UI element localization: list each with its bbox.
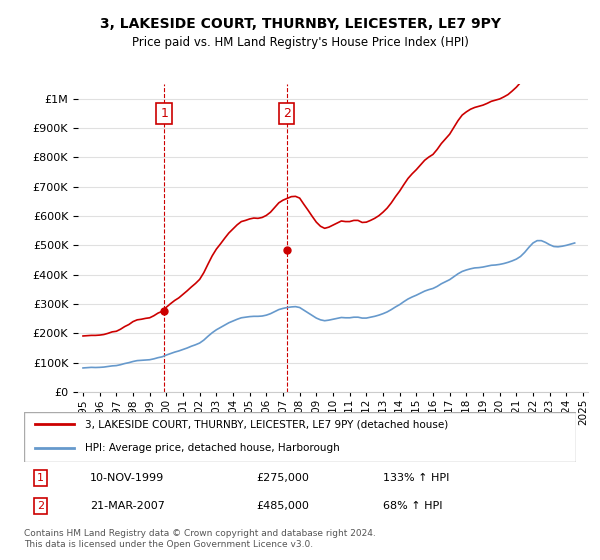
Text: HPI: Average price, detached house, Harborough: HPI: Average price, detached house, Harb… <box>85 443 340 453</box>
Text: Contains HM Land Registry data © Crown copyright and database right 2024.
This d: Contains HM Land Registry data © Crown c… <box>24 529 376 549</box>
Text: 1: 1 <box>160 107 168 120</box>
Text: 21-MAR-2007: 21-MAR-2007 <box>90 501 165 511</box>
Text: £485,000: £485,000 <box>256 501 309 511</box>
Text: Price paid vs. HM Land Registry's House Price Index (HPI): Price paid vs. HM Land Registry's House … <box>131 36 469 49</box>
Text: £275,000: £275,000 <box>256 473 309 483</box>
Text: 133% ↑ HPI: 133% ↑ HPI <box>383 473 449 483</box>
Text: 1: 1 <box>37 473 44 483</box>
Text: 68% ↑ HPI: 68% ↑ HPI <box>383 501 442 511</box>
FancyBboxPatch shape <box>24 412 576 462</box>
Text: 2: 2 <box>37 501 44 511</box>
Text: 3, LAKESIDE COURT, THURNBY, LEICESTER, LE7 9PY: 3, LAKESIDE COURT, THURNBY, LEICESTER, L… <box>100 17 500 31</box>
Text: 3, LAKESIDE COURT, THURNBY, LEICESTER, LE7 9PY (detached house): 3, LAKESIDE COURT, THURNBY, LEICESTER, L… <box>85 419 448 429</box>
Text: 10-NOV-1999: 10-NOV-1999 <box>90 473 164 483</box>
Text: 2: 2 <box>283 107 290 120</box>
